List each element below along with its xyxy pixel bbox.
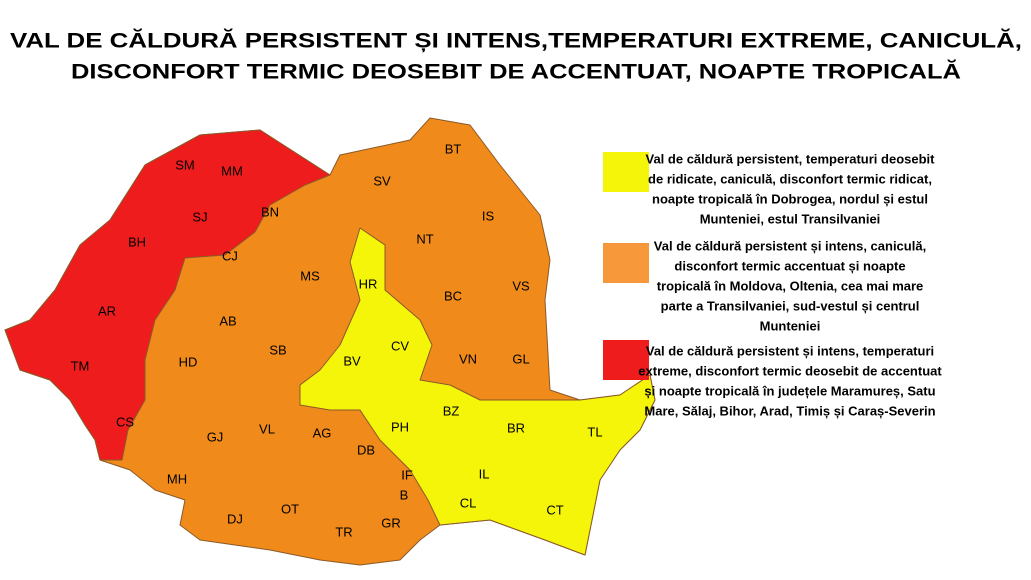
county-label: SB [269,342,286,357]
county-label: DJ [227,511,243,526]
region-yellow [299,227,656,556]
county-label: NT [416,231,433,246]
county-label: IS [482,208,495,223]
county-label: IL [479,466,490,481]
county-label: VS [512,278,530,293]
county-label: VL [259,421,275,436]
county-label: TL [587,424,602,439]
legend-text: Munteniei, estul Transilvaniei [700,211,881,226]
county-label: TR [335,524,352,539]
county-label: CS [116,414,134,429]
legend-text: Val de căldură persistent, temperaturi d… [646,151,936,166]
county-label: MH [167,471,187,486]
legend-swatch [603,152,649,192]
county-label: OT [281,501,299,516]
county-label: CJ [222,248,238,263]
legend-text: Munteniei [760,318,821,333]
county-label: AG [313,425,332,440]
county-label: SM [175,157,195,172]
legend-text: extreme, disconfort termic deosebit de a… [638,363,942,378]
county-label: CT [546,502,563,517]
county-label: GJ [207,429,224,444]
county-label: TM [71,358,90,373]
region-red [4,129,331,461]
county-label: GL [512,351,529,366]
county-label: SJ [192,209,207,224]
legend-text: Val de căldură persistent și intens, tem… [646,343,934,358]
county-label: SV [373,173,391,188]
county-label: BH [128,234,146,249]
legend-text: parte a Transilvaniei, sud-vestul și cen… [661,298,920,313]
county-label: B [400,487,409,502]
county-label: GR [381,515,401,530]
legend-text: Mare, Sălaj, Bihor, Arad, Timiș și Caraș… [644,403,935,418]
legend-text: disconfort termic accentuat și noapte [674,258,905,273]
legend-text: și noapte tropicală în județele Maramure… [644,383,935,398]
county-label: AR [98,303,116,318]
county-label: AB [219,313,236,328]
legend-swatch [603,243,649,283]
county-label: BV [343,353,361,368]
county-label: BC [444,288,462,303]
legend-text: Val de căldură persistent și intens, can… [654,238,926,253]
county-label: MM [221,163,243,178]
title-line: VAL DE CĂLDURĂ PERSISTENT ȘI INTENS,TEMP… [10,30,1022,53]
legend-text: de ridicate, caniculă, disconfort termic… [648,171,932,186]
map [4,117,656,566]
county-label: BT [445,141,462,156]
county-label: PH [391,419,409,434]
title-line: DISCONFORT TERMIC DEOSEBIT DE ACCENTUAT,… [71,61,961,84]
county-label: VN [459,351,477,366]
legend-text: noapte tropicală în Dobrogea, nordul și … [652,191,928,206]
county-label: CL [460,495,477,510]
legend-text: tropicală în Moldova, Oltenia, cea mai m… [657,278,924,293]
county-label: DB [357,442,375,457]
county-label: BR [507,420,525,435]
county-label: HD [179,354,198,369]
legend-swatch [603,340,649,380]
county-label: BN [261,204,279,219]
county-label: HR [359,276,378,291]
county-label: BZ [443,403,460,418]
county-label: MS [300,268,320,283]
county-label: IF [401,467,413,482]
county-label: CV [391,338,409,353]
